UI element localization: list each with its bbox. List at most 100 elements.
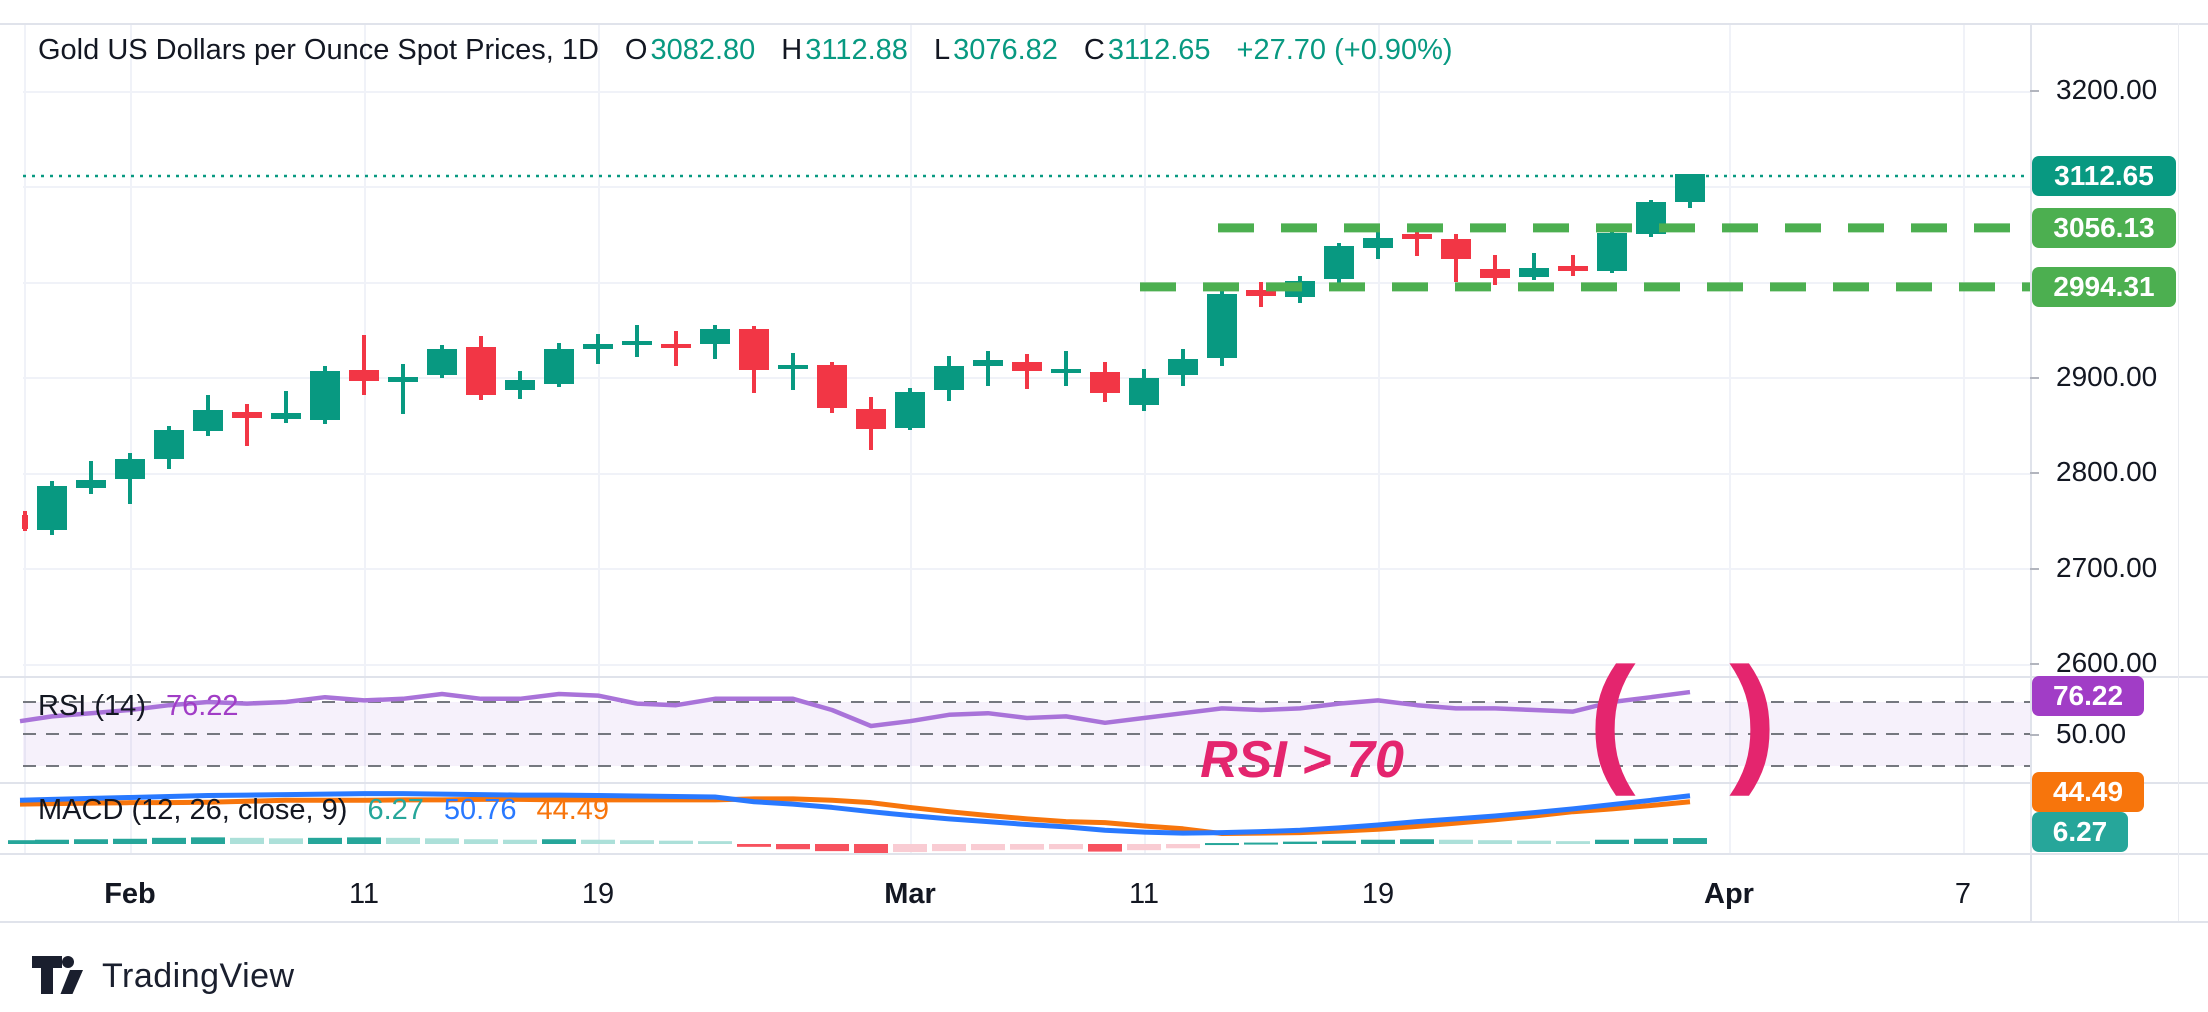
axis-tick — [2030, 568, 2039, 570]
pane-separator — [0, 676, 2208, 678]
candle — [232, 412, 262, 419]
open-value: 3082.80 — [650, 34, 756, 66]
macd-legend: MACD (12, 26, close, 9) 6.27 50.76 44.49 — [38, 794, 609, 827]
axis-tick — [2030, 90, 2039, 92]
symbol-legend: Gold US Dollars per Ounce Spot Prices, 1… — [38, 34, 1453, 67]
macd-hist-value: 6.27 — [367, 794, 424, 826]
macd-line-value: 50.76 — [443, 794, 517, 826]
price-axis-badge: 3112.65 — [2032, 156, 2176, 196]
price-axis-label: 2600.00 — [2056, 647, 2158, 678]
time-axis-label[interactable]: 19 — [1361, 878, 1395, 910]
price-axis-label: 2800.00 — [2056, 456, 2158, 487]
axis-tick — [2030, 472, 2039, 474]
candle-wick — [674, 331, 678, 366]
candle — [661, 343, 691, 348]
candle — [856, 408, 886, 429]
symbol-title[interactable]: Gold US Dollars per Ounce Spot Prices, 1… — [38, 34, 599, 66]
candle — [193, 410, 223, 432]
ohlc-open: O 3082.80 — [625, 34, 755, 67]
horizontal-gridline — [23, 282, 2030, 284]
horizontal-gridline — [23, 473, 2030, 475]
vertical-gridline — [130, 23, 132, 853]
candle-wick — [1415, 226, 1419, 256]
low-value: 3076.82 — [953, 34, 1058, 66]
price-axis-label: 2700.00 — [2056, 552, 2158, 583]
price-axis-badge: 44.49 — [2032, 772, 2144, 812]
candle-wick — [89, 461, 93, 494]
rsi-indicator-label[interactable]: RSI (14) — [38, 690, 146, 722]
candle — [934, 365, 964, 391]
ohlc-close: C 3112.65 — [1084, 34, 1211, 67]
candle — [583, 343, 613, 350]
candle — [1051, 369, 1081, 374]
time-axis-label[interactable]: Mar — [884, 878, 936, 910]
candle — [778, 364, 808, 370]
high-letter: H — [781, 34, 803, 66]
candle-wick — [284, 391, 288, 423]
macd-indicator-label[interactable]: MACD (12, 26, close, 9) — [38, 794, 348, 826]
candle — [973, 359, 1003, 366]
ohlc-low: L 3076.82 — [934, 34, 1058, 67]
open-letter: O — [624, 34, 648, 66]
candle — [1402, 233, 1432, 240]
pane-separator — [0, 921, 2208, 923]
ohlc-high: H 3112.88 — [781, 34, 908, 67]
candle — [1675, 173, 1705, 203]
candle-wick — [1571, 254, 1575, 276]
time-axis-label[interactable]: 11 — [348, 878, 380, 910]
candle — [1558, 266, 1588, 271]
candle — [1168, 358, 1198, 376]
candle-wick — [362, 334, 366, 396]
time-axis-label[interactable]: Feb — [104, 878, 156, 910]
time-axis-label[interactable]: Apr — [1704, 878, 1754, 910]
pane-separator — [0, 853, 2208, 855]
horizontal-gridline — [23, 91, 2030, 93]
axis-tick — [2030, 734, 2039, 736]
time-axis-label[interactable]: 7 — [1954, 878, 1972, 910]
macd-signal-value: 44.49 — [536, 794, 610, 826]
candle-wick — [1025, 354, 1029, 390]
candle — [466, 347, 496, 396]
pane-separator — [0, 782, 2208, 784]
horizontal-gridline — [23, 664, 2030, 666]
candle — [622, 340, 652, 345]
annotation-close-paren[interactable]: ) — [1729, 638, 1777, 798]
candle — [1129, 377, 1159, 405]
time-axis-label[interactable]: 19 — [581, 878, 615, 910]
candle — [1207, 293, 1237, 358]
candle-wick — [1064, 351, 1068, 386]
horizontal-gridline — [23, 568, 2030, 570]
rsi-value: 76.22 — [165, 690, 239, 722]
axis-tick — [2030, 377, 2039, 379]
vertical-gridline — [598, 23, 600, 853]
price-axis-badge: 3056.13 — [2032, 208, 2176, 248]
time-axis-label[interactable]: 11 — [1128, 878, 1160, 910]
vertical-gridline — [364, 23, 366, 853]
candle — [115, 459, 145, 480]
candle — [388, 377, 418, 382]
price-axis-label: 50.00 — [2056, 718, 2127, 749]
vertical-gridline — [1144, 23, 1146, 853]
candle-wick — [245, 403, 249, 446]
rsi-pane[interactable] — [0, 676, 2030, 782]
candle-wick — [401, 363, 405, 415]
rsi-annotation-text[interactable]: RSI > 70 — [1200, 731, 1404, 789]
horizontal-gridline — [23, 186, 2030, 188]
axis-tick — [2030, 663, 2039, 665]
candle — [310, 371, 340, 420]
candle — [1012, 361, 1042, 372]
tradingview-logo[interactable]: TradingView — [32, 956, 295, 996]
price-change: +27.70 (+0.90%) — [1236, 34, 1453, 66]
annotation-open-paren[interactable]: ( — [1588, 638, 1636, 798]
candle — [700, 329, 730, 344]
close-value: 3112.65 — [1107, 34, 1211, 66]
candle — [1519, 268, 1549, 277]
candle — [349, 370, 379, 381]
high-value: 3112.88 — [805, 34, 908, 66]
vertical-gridline — [24, 23, 26, 853]
candle — [817, 364, 847, 408]
candle — [739, 329, 769, 371]
price-axis-label: 2900.00 — [2056, 361, 2158, 392]
